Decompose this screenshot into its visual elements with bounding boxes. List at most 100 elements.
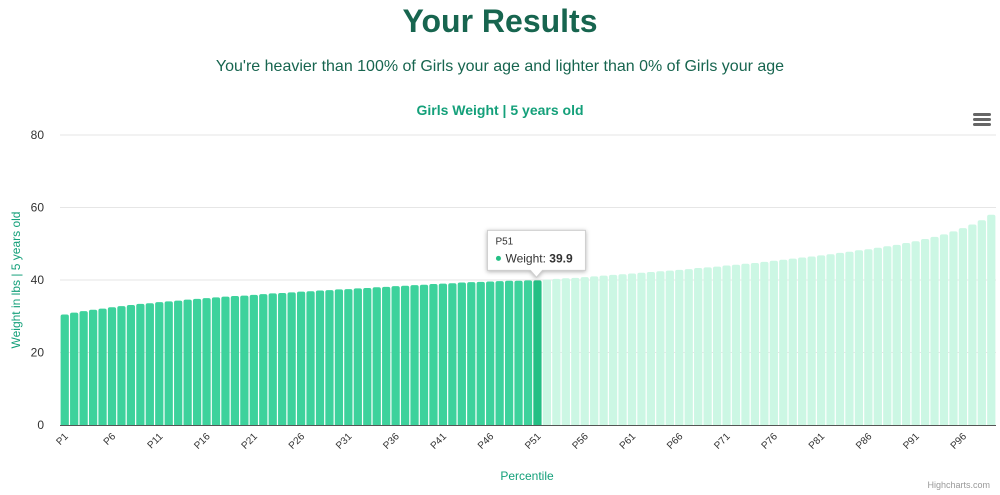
bar-p50[interactable] (523, 280, 533, 425)
bar-p94[interactable] (939, 234, 949, 425)
bar-p60[interactable] (618, 274, 627, 425)
bar-p76[interactable] (769, 260, 778, 425)
bar-p24[interactable] (278, 293, 287, 425)
bar-p29[interactable] (325, 290, 334, 425)
bar-p92[interactable] (920, 239, 930, 425)
bar-p26[interactable] (296, 291, 306, 425)
bar-p9[interactable] (136, 303, 145, 425)
bar-p81[interactable] (816, 255, 826, 425)
bar-p42[interactable] (448, 283, 457, 425)
bar-p84[interactable] (845, 251, 854, 425)
bar-p37[interactable] (400, 285, 410, 425)
bar-p62[interactable] (637, 272, 646, 425)
bar-p16[interactable] (202, 298, 211, 425)
bar-p18[interactable] (221, 296, 230, 425)
bar-p69[interactable] (703, 267, 712, 425)
bar-p64[interactable] (656, 271, 665, 425)
bar-p36[interactable] (391, 286, 400, 425)
bar-p67[interactable] (684, 269, 693, 425)
bar-p99[interactable] (987, 214, 996, 425)
bar-p4[interactable] (88, 309, 98, 425)
bar-p52[interactable] (542, 279, 552, 425)
bar-p47[interactable] (495, 281, 504, 425)
bar-p61[interactable] (627, 273, 637, 425)
bar-p51[interactable] (533, 280, 542, 425)
bar-p77[interactable] (779, 259, 788, 425)
bar-p56[interactable] (580, 277, 589, 425)
bar-p13[interactable] (174, 300, 183, 425)
bar-p17[interactable] (211, 297, 221, 425)
bar-p35[interactable] (382, 286, 391, 425)
bar-p33[interactable] (363, 287, 372, 425)
bar-p27[interactable] (306, 291, 315, 425)
bar-p87[interactable] (873, 247, 882, 425)
bar-p96[interactable] (958, 228, 968, 425)
bar-p68[interactable] (694, 268, 703, 425)
bar-p22[interactable] (259, 294, 268, 425)
bar-p88[interactable] (883, 246, 892, 425)
bar-p82[interactable] (826, 254, 835, 425)
bar-p45[interactable] (476, 281, 485, 425)
bar-p3[interactable] (79, 311, 88, 425)
bar-p74[interactable] (750, 262, 760, 425)
bar-p55[interactable] (571, 277, 580, 425)
bar-p5[interactable] (98, 308, 107, 425)
bar-p31[interactable] (344, 289, 353, 425)
bar-p65[interactable] (665, 270, 674, 425)
bar-p25[interactable] (287, 292, 296, 425)
bar-p49[interactable] (514, 280, 523, 425)
bar-p39[interactable] (419, 284, 429, 425)
bar-p7[interactable] (117, 306, 126, 425)
bar-p30[interactable] (334, 289, 344, 425)
bar-p54[interactable] (561, 278, 570, 425)
bar-p32[interactable] (353, 288, 362, 425)
bar-p70[interactable] (712, 266, 722, 425)
bar-p14[interactable] (183, 299, 192, 425)
bar-p95[interactable] (949, 231, 958, 425)
bar-p78[interactable] (788, 258, 797, 425)
bar-p48[interactable] (504, 280, 514, 425)
bar-p90[interactable] (902, 243, 911, 425)
bar-p59[interactable] (608, 274, 618, 425)
bar-p58[interactable] (599, 275, 608, 425)
bar-p40[interactable] (429, 283, 438, 425)
bar-p21[interactable] (249, 294, 258, 425)
bar-p46[interactable] (486, 281, 495, 425)
credits-link[interactable]: Highcharts.com (927, 480, 990, 490)
bar-p23[interactable] (268, 293, 277, 425)
bar-p34[interactable] (372, 287, 381, 425)
bar-p73[interactable] (741, 263, 750, 425)
bar-p91[interactable] (911, 241, 920, 425)
bar-p8[interactable] (126, 305, 136, 425)
bar-p10[interactable] (145, 303, 154, 425)
bar-p44[interactable] (467, 282, 476, 425)
bar-p79[interactable] (798, 257, 807, 425)
bar-p20[interactable] (240, 295, 249, 425)
bar-p85[interactable] (854, 250, 864, 425)
bar-p89[interactable] (892, 244, 901, 425)
bar-p1[interactable] (60, 314, 69, 425)
bar-p41[interactable] (438, 283, 448, 425)
bar-p11[interactable] (155, 302, 164, 425)
bar-p15[interactable] (192, 298, 202, 425)
bar-p75[interactable] (760, 261, 769, 425)
bar-p86[interactable] (864, 249, 873, 425)
bar-p97[interactable] (968, 224, 977, 425)
bar-p28[interactable] (315, 290, 325, 425)
bar-p57[interactable] (590, 276, 599, 425)
bar-p53[interactable] (552, 278, 561, 425)
bar-p71[interactable] (722, 265, 731, 426)
bar-p80[interactable] (807, 256, 816, 425)
bar-p63[interactable] (646, 272, 656, 425)
bar-p98[interactable] (977, 220, 986, 425)
bar-p6[interactable] (107, 307, 117, 425)
hamburger-menu-icon[interactable] (970, 110, 994, 130)
bar-p19[interactable] (230, 295, 240, 425)
bar-p66[interactable] (675, 269, 684, 425)
bar-p12[interactable] (164, 301, 173, 425)
bar-p43[interactable] (457, 282, 466, 425)
bar-p93[interactable] (930, 236, 939, 425)
bar-p83[interactable] (835, 252, 845, 425)
bar-p2[interactable] (70, 312, 79, 425)
bar-p38[interactable] (410, 285, 419, 425)
